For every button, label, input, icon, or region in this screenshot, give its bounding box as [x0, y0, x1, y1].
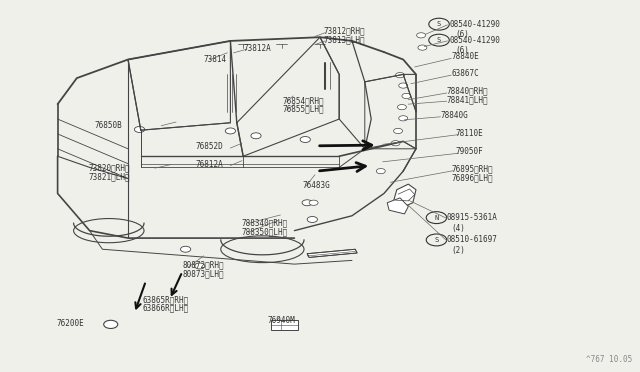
Circle shape: [418, 45, 427, 50]
Text: 08915-5361A: 08915-5361A: [447, 213, 497, 222]
Circle shape: [180, 246, 191, 252]
Circle shape: [399, 116, 408, 121]
Text: (2): (2): [452, 246, 466, 255]
Circle shape: [309, 200, 318, 205]
Circle shape: [376, 169, 385, 174]
Circle shape: [396, 73, 404, 78]
Text: 63867C: 63867C: [451, 69, 479, 78]
Text: 80872〈RH〉: 80872〈RH〉: [182, 260, 224, 269]
Text: (4): (4): [452, 224, 466, 232]
Text: 73821〈LH〉: 73821〈LH〉: [88, 172, 130, 181]
Text: 78840G: 78840G: [440, 111, 468, 120]
Text: 73814: 73814: [204, 55, 227, 64]
Text: 76200E: 76200E: [56, 319, 84, 328]
Circle shape: [134, 126, 145, 132]
Circle shape: [195, 263, 205, 269]
Text: 76850B: 76850B: [95, 121, 122, 130]
Text: 76895〈RH〉: 76895〈RH〉: [451, 165, 493, 174]
Text: 73813〈LH〉: 73813〈LH〉: [323, 36, 365, 45]
Text: 08510-61697: 08510-61697: [447, 235, 497, 244]
Circle shape: [397, 105, 406, 110]
Text: 63865R〈RH〉: 63865R〈RH〉: [142, 295, 188, 304]
Polygon shape: [307, 249, 357, 257]
Polygon shape: [394, 184, 416, 206]
Circle shape: [307, 217, 317, 222]
Circle shape: [399, 83, 408, 88]
Text: 76855〈LH〉: 76855〈LH〉: [283, 104, 324, 113]
Circle shape: [104, 320, 118, 328]
Text: 788340〈RH〉: 788340〈RH〉: [242, 218, 288, 227]
Text: 76854〈RH〉: 76854〈RH〉: [283, 96, 324, 105]
Text: 76896〈LH〉: 76896〈LH〉: [451, 173, 493, 182]
Text: 73820〈RH〉: 73820〈RH〉: [88, 164, 130, 173]
Text: S: S: [437, 21, 441, 27]
Text: 78840E: 78840E: [451, 52, 479, 61]
Text: 76940M: 76940M: [268, 316, 295, 325]
Text: ^767 10.05: ^767 10.05: [586, 355, 632, 364]
Text: 76812A: 76812A: [195, 160, 223, 169]
Text: 80873〈LH〉: 80873〈LH〉: [182, 269, 224, 278]
Circle shape: [302, 200, 312, 206]
Text: (6): (6): [455, 46, 469, 55]
Text: S: S: [437, 37, 441, 43]
Circle shape: [394, 128, 403, 134]
Circle shape: [417, 33, 426, 38]
Text: 73812〈RH〉: 73812〈RH〉: [323, 27, 365, 36]
Text: 08540-41290: 08540-41290: [450, 20, 500, 29]
Text: 76852D: 76852D: [195, 142, 223, 151]
Circle shape: [300, 137, 310, 142]
Text: 79050F: 79050F: [456, 147, 483, 156]
Text: 63866R〈LH〉: 63866R〈LH〉: [142, 304, 188, 312]
Text: 788350〈LH〉: 788350〈LH〉: [242, 227, 288, 236]
Text: 08540-41290: 08540-41290: [450, 36, 500, 45]
Text: (6): (6): [455, 30, 469, 39]
Bar: [271, 320, 298, 330]
Text: 73812A: 73812A: [243, 44, 271, 53]
Text: 78840〈RH〉: 78840〈RH〉: [447, 87, 488, 96]
Text: 78841〈LH〉: 78841〈LH〉: [447, 95, 488, 104]
Text: S: S: [435, 237, 438, 243]
Circle shape: [391, 141, 400, 146]
Text: 78110E: 78110E: [456, 129, 483, 138]
Circle shape: [251, 133, 261, 139]
Text: N: N: [435, 215, 438, 221]
Polygon shape: [387, 198, 408, 214]
Circle shape: [225, 128, 236, 134]
Circle shape: [402, 93, 411, 99]
Text: 76483G: 76483G: [302, 181, 330, 190]
